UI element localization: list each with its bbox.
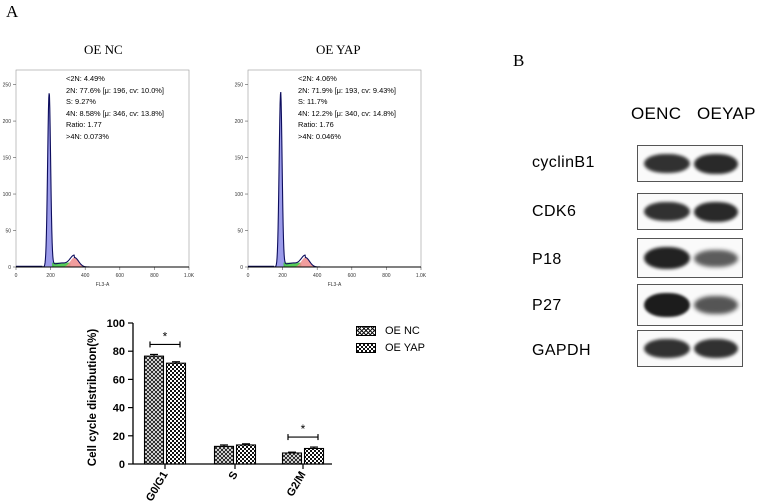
blot-band bbox=[644, 202, 690, 221]
stat-line: 2N: 71.9% [μ: 193, cv: 9.43%] bbox=[298, 85, 396, 95]
x-tick-label: G2/M bbox=[285, 470, 309, 499]
bar-oe-yap bbox=[303, 447, 325, 465]
stat-line: S: 9.27% bbox=[66, 97, 96, 107]
histogram-stats-oe-yap: <2N: 4.06% 2N: 71.9% [μ: 193, cv: 9.43%]… bbox=[298, 73, 396, 143]
legend-swatch-oe-yap bbox=[356, 343, 376, 353]
legend-swatch-oe-nc bbox=[356, 326, 376, 336]
x-tick-label: 400 bbox=[81, 273, 90, 279]
blot-band bbox=[694, 250, 738, 267]
bar-oe-nc bbox=[281, 452, 303, 465]
y-tick-label: 250 bbox=[3, 83, 12, 89]
legend-item-oe-nc: OE NC bbox=[356, 325, 420, 337]
blot-label-p18: P18 bbox=[532, 251, 562, 268]
y-tick-label: 200 bbox=[235, 119, 244, 125]
y-tick-label: 200 bbox=[3, 119, 12, 125]
bar-oe-yap bbox=[165, 362, 187, 465]
y-tick-label: 60 bbox=[113, 374, 125, 386]
y-tick-label: 20 bbox=[113, 431, 125, 443]
y-tick-label: 100 bbox=[235, 192, 244, 198]
stat-line: 4N: 8.58% [μ: 346, cv: 13.8%] bbox=[66, 108, 164, 118]
stat-line: Ratio: 1.77 bbox=[66, 120, 102, 130]
g1-peak-area bbox=[43, 93, 56, 267]
x-tick-label: 200 bbox=[46, 273, 55, 279]
blot-band bbox=[694, 202, 738, 222]
y-tick-label: 250 bbox=[235, 83, 244, 89]
x-tick-label: 0 bbox=[247, 273, 250, 279]
x-tick-label: 0 bbox=[15, 273, 18, 279]
x-tick-label: 800 bbox=[382, 273, 391, 279]
legend-item-oe-yap: OE YAP bbox=[356, 342, 425, 354]
stat-line: <2N: 4.06% bbox=[298, 74, 337, 83]
stat-line: S: 11.7% bbox=[298, 97, 328, 107]
stat-line: >4N: 0.046% bbox=[298, 131, 341, 141]
stat-line: >4N: 0.073% bbox=[66, 131, 109, 141]
x-axis-label: FL3-A bbox=[328, 282, 342, 288]
bar-oe-nc bbox=[213, 445, 235, 465]
g1-peak-area bbox=[274, 93, 287, 267]
blot-column-oeyap: OEYAP bbox=[697, 104, 756, 123]
y-tick-label: 80 bbox=[113, 346, 125, 358]
histogram-title-oe-yap: OE YAP bbox=[316, 42, 361, 57]
y-tick-label: 100 bbox=[107, 318, 125, 330]
blot-label-cyclinb1: cyclinB1 bbox=[532, 154, 595, 171]
x-tick-label: 600 bbox=[348, 273, 357, 279]
legend-label: OE NC bbox=[385, 325, 420, 337]
y-tick-label: 40 bbox=[113, 403, 125, 415]
stat-line: 4N: 12.2% [μ: 340, cv: 14.8%] bbox=[298, 108, 396, 118]
blot-label-gapdh: GAPDH bbox=[532, 342, 591, 359]
blot-column-oenc: OENC bbox=[631, 104, 682, 123]
y-tick-label: 0 bbox=[119, 459, 125, 471]
blot-band bbox=[644, 154, 690, 173]
histogram-stats-oe-nc: <2N: 4.49% 2N: 77.6% [μ: 196, cv: 10.0%]… bbox=[66, 73, 164, 143]
y-tick-label: 0 bbox=[240, 265, 243, 271]
blot-band bbox=[644, 293, 690, 317]
x-tick-label: 800 bbox=[150, 273, 159, 279]
bar-oe-nc bbox=[143, 355, 165, 465]
x-tick-label: 1.0K bbox=[416, 273, 427, 279]
blot-band bbox=[694, 296, 738, 314]
blot-band bbox=[644, 247, 690, 269]
y-axis-label: Cell cycle distribution(%) bbox=[87, 329, 99, 467]
legend-label: OE YAP bbox=[385, 342, 425, 354]
blot-strip-cyclinb1 bbox=[637, 145, 743, 182]
blot-strip-p27 bbox=[637, 284, 743, 326]
significance-star: * bbox=[163, 329, 168, 343]
x-tick-label: 400 bbox=[313, 273, 322, 279]
x-axis-label: FL3-A bbox=[96, 282, 110, 288]
histogram-title-oe-nc: OE NC bbox=[84, 42, 123, 57]
blot-band bbox=[694, 154, 738, 174]
significance-star: * bbox=[301, 422, 306, 436]
panel-a-label: A bbox=[6, 2, 19, 21]
panel-b-label: B bbox=[513, 51, 525, 70]
y-tick-label: 150 bbox=[235, 156, 244, 162]
y-tick-label: 0 bbox=[8, 265, 11, 271]
bar-oe-yap bbox=[235, 444, 257, 465]
blot-band bbox=[644, 339, 690, 358]
blot-strip-p18 bbox=[637, 238, 743, 278]
y-tick-label: 50 bbox=[5, 229, 11, 235]
blot-strip-cdk6 bbox=[637, 193, 743, 230]
blot-label-p27: P27 bbox=[532, 297, 562, 314]
y-tick-label: 150 bbox=[3, 156, 12, 162]
y-tick-label: 100 bbox=[3, 192, 12, 198]
x-tick-label: 1.0K bbox=[184, 273, 195, 279]
stat-line: <2N: 4.49% bbox=[66, 74, 105, 83]
stat-line: 2N: 77.6% [μ: 196, cv: 10.0%] bbox=[66, 85, 164, 95]
blot-strip-gapdh bbox=[637, 330, 743, 367]
x-tick-label: S bbox=[227, 470, 241, 482]
blot-label-cdk6: CDK6 bbox=[532, 203, 577, 220]
x-tick-label: G0/G1 bbox=[144, 470, 171, 501]
stat-line: Ratio: 1.76 bbox=[298, 120, 334, 130]
blot-band bbox=[694, 339, 738, 358]
x-tick-label: 200 bbox=[278, 273, 287, 279]
x-tick-label: 600 bbox=[116, 273, 125, 279]
y-tick-label: 50 bbox=[237, 229, 243, 235]
